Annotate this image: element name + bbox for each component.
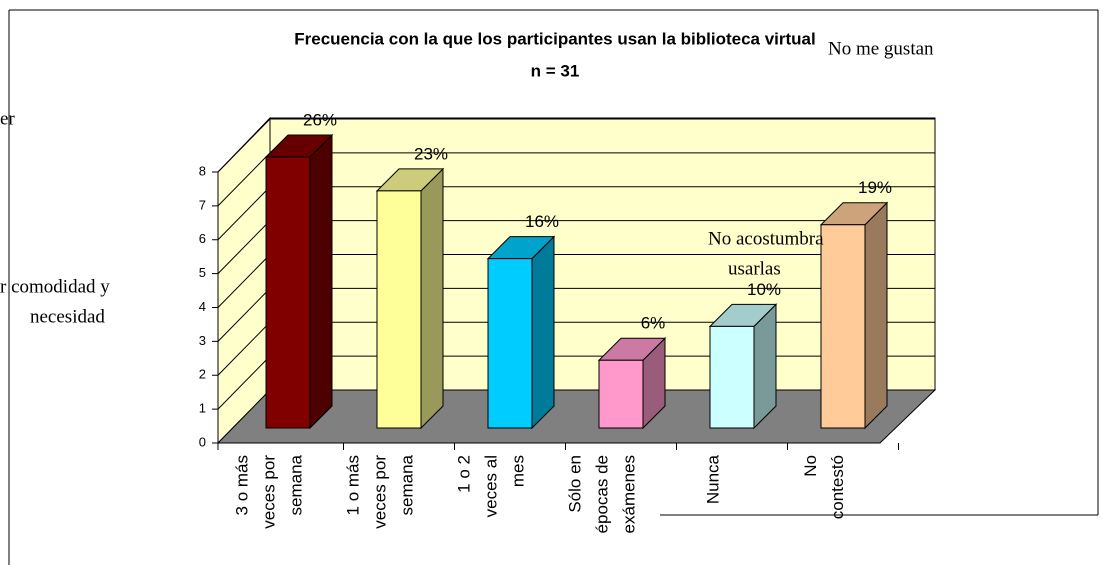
x-tick-label: veces al [481,455,500,517]
x-tick-label: épocas de [592,455,611,533]
bar-side [420,167,444,430]
bar-side [531,235,555,430]
bar [598,359,644,429]
bar-side [309,133,333,430]
data-label: 6% [641,314,666,333]
data-label: 10% [747,280,781,299]
bar [376,190,422,429]
y-tick-label: 0 [199,434,206,449]
bar-side [864,201,888,430]
x-tick-label: No [801,455,820,477]
y-tick-label: 2 [199,367,206,382]
annotation: er [0,108,15,129]
x-tick-label: semana [286,454,305,515]
x-tick-label: veces por [259,455,278,529]
x-tick-label: contestó [828,455,847,519]
grid-line [217,254,271,308]
grid-line [217,288,271,342]
bar [709,325,755,429]
x-tick-label: exámenes [619,455,638,533]
x-tick-label: semana [397,454,416,515]
bar [265,156,311,429]
chart-title: Frecuencia con la que los participantes … [294,29,816,48]
grid-line [217,355,271,410]
data-label: 16% [525,212,559,231]
annotation: usarlas [728,258,781,279]
y-tick-label: 5 [199,265,206,280]
data-label: 23% [414,144,448,163]
y-tick-label: 8 [199,163,206,178]
annotation: No acostumbra [708,228,824,249]
grid-line [217,220,271,274]
annotation: No me gustan [828,38,934,59]
chart-subtitle: n = 31 [531,61,580,80]
x-tick-label: 1 o 2 [454,455,473,493]
x-tick-label: veces por [370,455,389,529]
y-tick-label: 7 [199,197,206,212]
annotation: necesidad [30,306,105,327]
y-tick-label: 3 [199,333,206,348]
y-tick-label: 1 [199,401,206,416]
y-tick-label: 6 [199,231,206,246]
grid-line [217,152,271,207]
x-tick-label: mes [508,455,527,487]
data-label: 26% [303,110,337,129]
grid-line [217,321,271,376]
x-tick-label: Sólo en [565,455,584,513]
bar [487,258,533,429]
grid-line [217,118,271,173]
x-tick-label: 1 o más [343,455,362,515]
annotation: r comodidad y [0,276,110,297]
bar [820,224,866,429]
y-tick-label: 4 [199,299,206,314]
grid-line [217,186,271,241]
x-tick-label: 3 o más [232,455,251,515]
x-tick-label: Nunca [703,454,722,504]
data-label: 19% [858,178,892,197]
